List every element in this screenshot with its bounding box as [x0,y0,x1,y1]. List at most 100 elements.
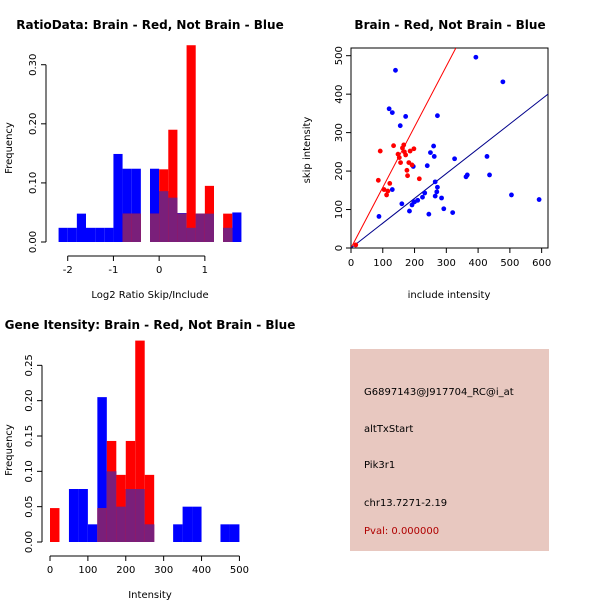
ratio-histogram-not-brain-bar [76,213,86,242]
intensity-histogram-x-tick-label: 300 [154,565,173,576]
not-brain-point [386,106,392,112]
intensity-histogram-x-tick-label: 0 [47,565,53,576]
intensity-histogram-not-brain-bar [68,489,79,542]
ratio-histogram-not-brain-bar [86,227,96,242]
not-brain-point [424,163,430,169]
scatter-x-tick-label: 200 [405,258,424,269]
ratio-histogram-x-tick-label: 0 [156,265,162,276]
ratio-histogram-x-tick-label: -1 [108,265,118,276]
intensity-histogram-overlap-bar [135,489,145,542]
intensity-histogram-brain-bar [135,340,145,542]
intensity-histogram-not-brain-bar [220,524,230,542]
ratio-histogram-not-brain-bar [113,153,123,242]
not-brain-fit-line [351,93,548,248]
brain-point [391,143,396,149]
probe-info-panel: G6897143@J917704_RC@i_at altTxStart Pik3… [350,349,549,551]
intensity-histogram-overlap-bar [106,471,117,542]
not-brain-point [434,189,440,195]
not-brain-point [420,194,425,200]
ratio-histogram-y-tick-label: 0.30 [28,54,39,76]
brain-point [353,242,359,248]
intensity-histogram-not-brain-bar [78,489,88,542]
ratio-histogram-overlap-bar [122,213,132,242]
ratio-histogram-y-tick-label: 0.10 [28,172,39,194]
probe-id: G6897143@J917704_RC@i_at [364,387,514,398]
ratio-histogram-not-brain-bar [104,227,114,242]
scatter-y-tick-label: 200 [334,162,345,181]
intensity-histogram-x-tick-label: 100 [78,565,97,576]
brain-point [385,188,391,194]
scatter-panel: Brain - Red, Not Brain - Blue include in… [302,18,551,301]
intensity-histogram-overlap-bar [144,524,155,542]
intensity-histogram-not-brain-bar [182,506,193,542]
scatter-y-tick-label: 0 [334,245,345,251]
brain-point [409,162,415,168]
intensity-histogram-panel: Gene Itensity: Brain - Red, Not Brain - … [4,318,295,600]
brain-point [407,148,413,154]
ratio-histogram-panel: RatioData: Brain - Red, Not Brain - Blue… [4,18,284,301]
ratio-histogram-not-brain-bar [232,212,242,242]
not-brain-point [536,197,542,202]
intensity-histogram-not-brain-bar [192,506,202,542]
not-brain-point [393,67,398,73]
intensity-histogram-y-tick-label: 0.20 [24,390,35,412]
intensity-histogram-x-tick-label: 400 [192,565,211,576]
not-brain-point [435,113,440,119]
intensity-histogram-y-tick-label: 0.05 [24,496,35,518]
ratio-histogram-overlap-bar [150,213,160,242]
scatter-y-tick-label: 400 [334,85,345,104]
brain-point [396,155,402,161]
scatter-y-tick-label: 100 [334,200,345,219]
ratio-histogram-overlap-bar [159,191,169,242]
scatter-y-tick-label: 500 [334,46,345,65]
ratio-histogram-brain-bar [168,129,178,242]
intensity-histogram-xlabel: Intensity [128,590,172,600]
ratio-histogram-overlap-bar [204,213,214,242]
intensity-histogram-not-brain-bar [229,524,240,542]
gene-symbol: Pik3r1 [364,460,396,471]
event-type: altTxStart [364,424,414,435]
ratio-histogram-brain-bar [186,45,196,243]
not-brain-point [422,190,428,196]
ratio-histogram-y-tick-label: 0.20 [28,113,39,135]
not-brain-point [487,172,492,178]
ratio-histogram-title: RatioData: Brain - Red, Not Brain - Blue [16,18,283,32]
scatter-xlabel: include intensity [408,290,491,301]
ratio-histogram-y-tick-label: 0.00 [28,231,39,253]
ratio-histogram-not-brain-bar [67,227,77,242]
not-brain-point [432,193,438,199]
intensity-histogram-x-tick-label: 200 [116,565,135,576]
scatter-title: Brain - Red, Not Brain - Blue [354,18,545,32]
not-brain-point [432,179,438,185]
scatter-x-tick-label: 500 [500,258,519,269]
ratio-histogram-overlap-bar [223,227,233,242]
intensity-histogram-not-brain-bar [97,397,107,542]
brain-point [401,149,407,155]
ratio-histogram-not-brain-bar [150,168,160,242]
intensity-histogram-overlap-bar [116,506,126,542]
not-brain-point [397,123,403,129]
brain-point [404,167,410,173]
brain-point [401,142,407,148]
brain-point [387,180,393,186]
ratio-histogram-not-brain-bar [122,168,132,242]
ratio-histogram-axes: -2 -1 0 1 0.00 0.10 0.20 0.30 [28,54,208,276]
intensity-histogram-brain-bars [50,340,155,542]
genomic-locus: chr13.7271-2.19 [364,498,448,509]
ratio-histogram-not-brain-bar [131,168,141,242]
intensity-histogram-x-tick-label: 500 [230,565,249,576]
not-brain-point [439,195,444,201]
scatter-not-brain-points [376,54,542,219]
ratio-histogram-ylabel: Frequency [4,122,15,174]
not-brain-point [500,79,506,85]
not-brain-point [428,150,433,156]
scatter-axes: 0 100 200 300 400 500 600 0 100 200 300 400 500 [334,46,551,269]
ratio-histogram-overlap-bar [168,197,178,242]
ratio-histogram-overlap-bar [177,213,187,242]
not-brain-point [376,214,382,219]
scatter-x-tick-label: 100 [373,258,392,269]
scatter-ylabel: skip intensity [302,117,313,184]
not-brain-point [473,54,479,60]
not-brain-point [452,156,457,162]
